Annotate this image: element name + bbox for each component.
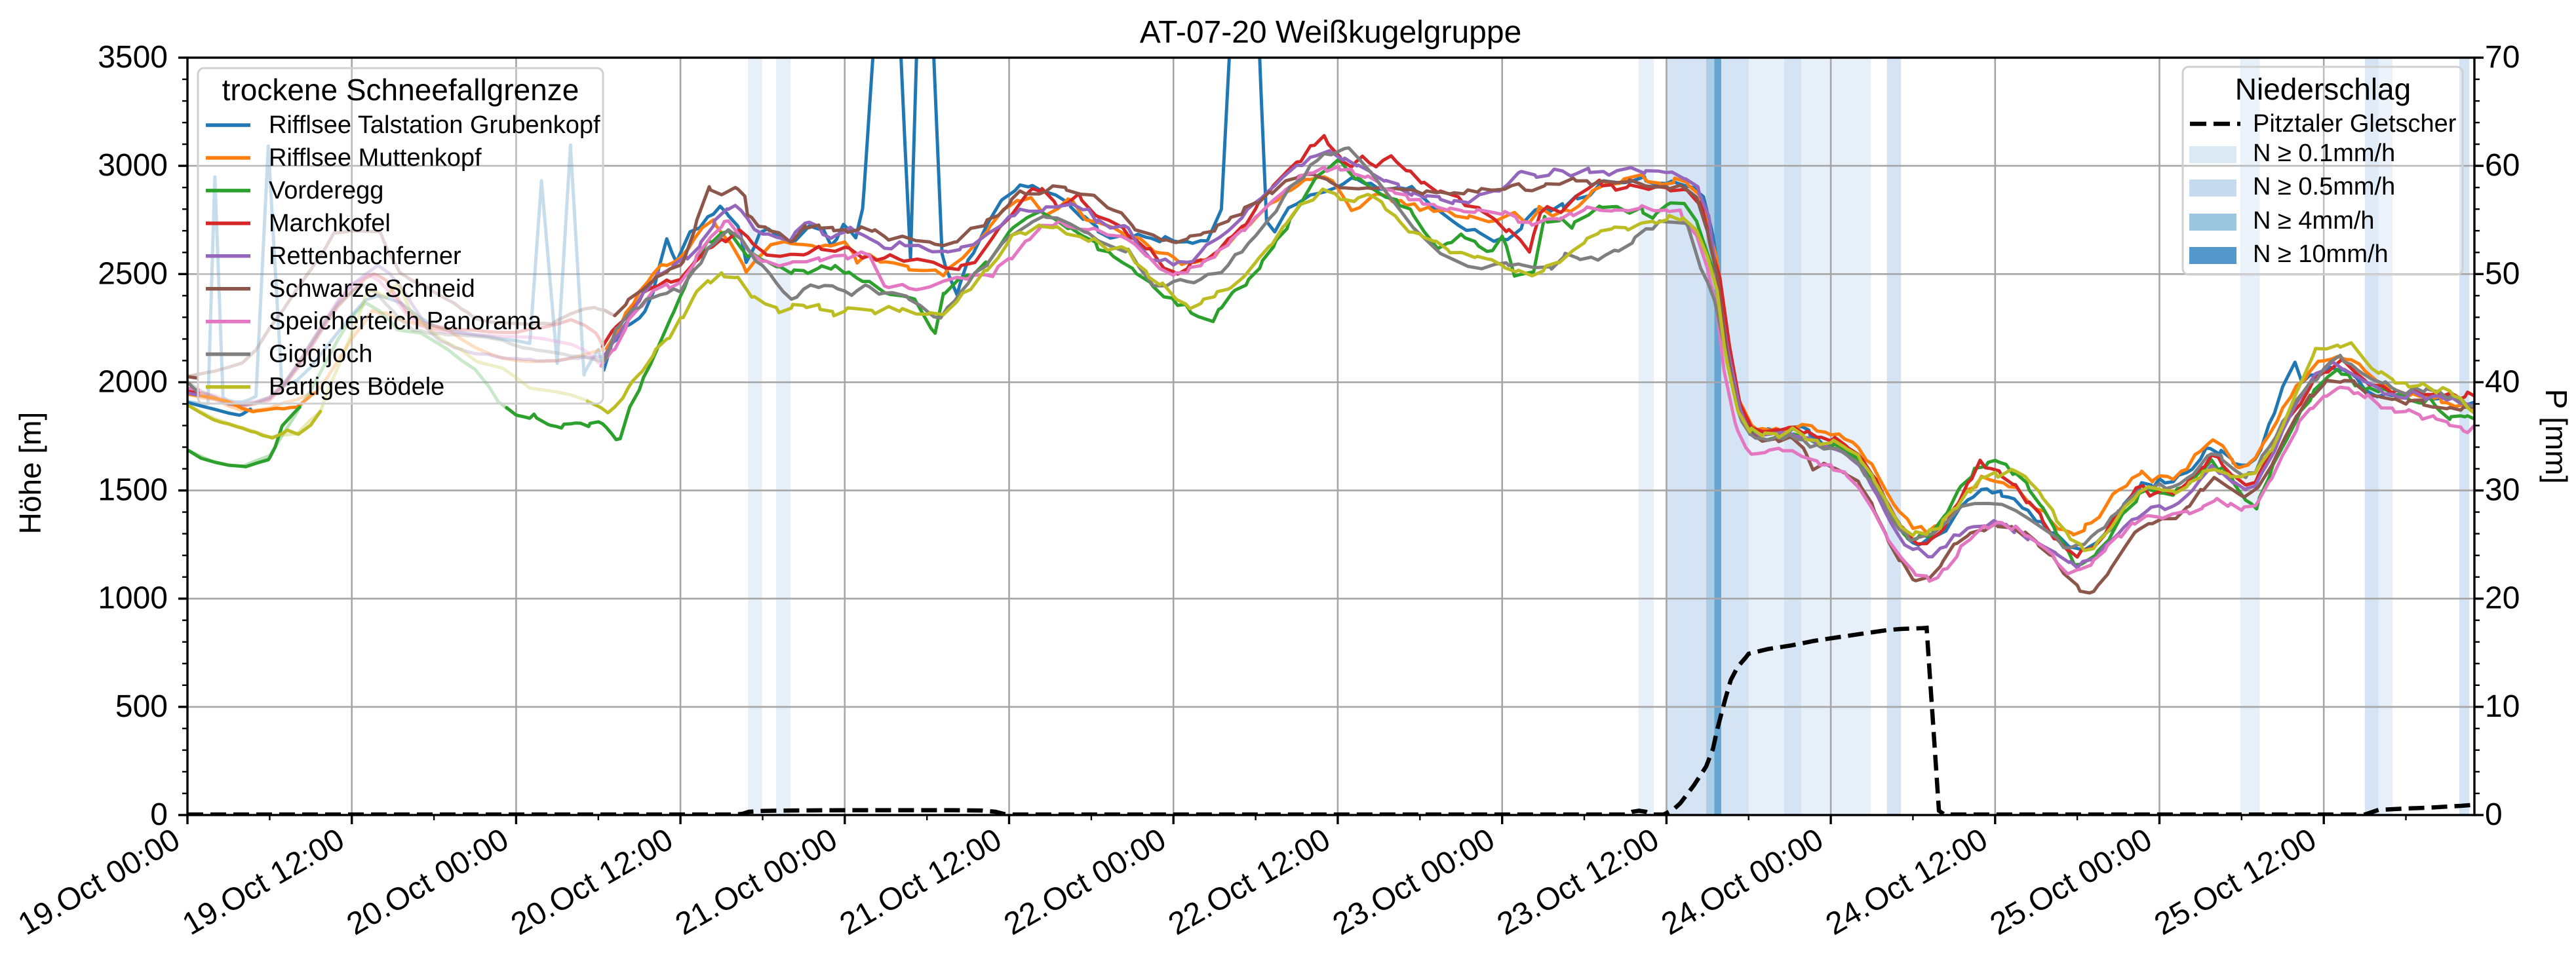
svg-text:Rifflsee Muttenkopf: Rifflsee Muttenkopf — [269, 144, 482, 172]
svg-text:Speicherteich Panorama: Speicherteich Panorama — [269, 308, 542, 335]
svg-text:N ≥ 10mm/h: N ≥ 10mm/h — [2253, 240, 2389, 268]
svg-text:10: 10 — [2485, 689, 2520, 724]
svg-text:AT-07-20 Weißkugelgruppe: AT-07-20 Weißkugelgruppe — [1140, 15, 1522, 50]
svg-text:3500: 3500 — [98, 40, 168, 75]
svg-text:1500: 1500 — [98, 473, 168, 508]
svg-text:N ≥ 0.1mm/h: N ≥ 0.1mm/h — [2253, 140, 2395, 167]
svg-text:2000: 2000 — [98, 364, 168, 399]
svg-text:2500: 2500 — [98, 256, 168, 291]
svg-text:N ≥ 4mm/h: N ≥ 4mm/h — [2253, 207, 2375, 235]
svg-text:50: 50 — [2485, 256, 2520, 291]
svg-text:Giggijoch: Giggijoch — [269, 341, 372, 368]
svg-text:Pitztaler Gletscher: Pitztaler Gletscher — [2253, 110, 2457, 138]
svg-text:0: 0 — [150, 797, 168, 832]
svg-text:Vorderegg: Vorderegg — [269, 177, 383, 204]
svg-text:trockene Schneefallgrenze: trockene Schneefallgrenze — [222, 73, 579, 107]
svg-text:30: 30 — [2485, 473, 2520, 508]
svg-text:Marchkofel: Marchkofel — [269, 210, 391, 237]
svg-text:Bartiges Bödele: Bartiges Bödele — [269, 373, 444, 401]
svg-text:60: 60 — [2485, 148, 2520, 183]
svg-text:N ≥ 0.5mm/h: N ≥ 0.5mm/h — [2253, 173, 2395, 200]
svg-text:500: 500 — [115, 689, 168, 724]
svg-text:Schwarze Schneid: Schwarze Schneid — [269, 275, 475, 303]
svg-text:Rettenbachferner: Rettenbachferner — [269, 242, 461, 270]
svg-text:3000: 3000 — [98, 148, 168, 183]
svg-text:20: 20 — [2485, 581, 2520, 616]
svg-text:70: 70 — [2485, 40, 2520, 75]
svg-text:0: 0 — [2485, 797, 2503, 832]
svg-text:Rifflsee Talstation Grubenkopf: Rifflsee Talstation Grubenkopf — [269, 111, 600, 139]
svg-text:Höhe [m]: Höhe [m] — [13, 412, 47, 535]
svg-text:P [mm]: P [mm] — [2539, 389, 2573, 484]
svg-text:Niederschlag: Niederschlag — [2235, 72, 2411, 106]
svg-text:1000: 1000 — [98, 581, 168, 616]
svg-text:40: 40 — [2485, 364, 2520, 399]
